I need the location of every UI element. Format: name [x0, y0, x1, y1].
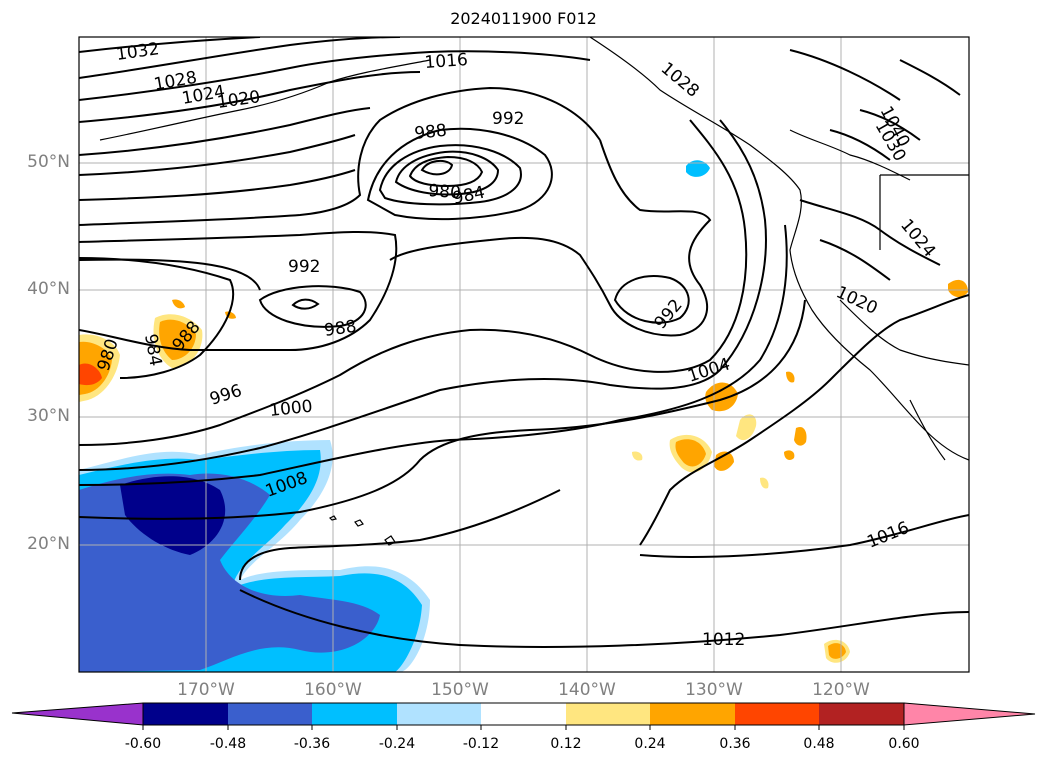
- colorbar-bin: [397, 703, 481, 725]
- isobar-label: 992: [288, 257, 320, 277]
- colorbar-bin: [650, 703, 735, 725]
- lat-label-30n: 30°N: [27, 406, 70, 426]
- isobar-label: 1016: [424, 50, 469, 73]
- colorbar-bin: [481, 703, 566, 725]
- lon-label-150w: 150°W: [431, 680, 489, 700]
- colorbar-tick-label: -0.36: [293, 736, 331, 752]
- colorbar-bin: [566, 703, 650, 725]
- map-title: 2024011900 F012: [450, 9, 597, 28]
- lon-label-130w: 130°W: [685, 680, 743, 700]
- colorbar: [11, 702, 1036, 730]
- colorbar-bin: [312, 703, 397, 725]
- lat-label-50n: 50°N: [27, 152, 70, 172]
- isobar-label: 1028: [657, 59, 703, 102]
- graticule: [79, 37, 969, 672]
- isobar-label: 1016: [864, 518, 912, 553]
- colorbar-bin: [143, 703, 228, 725]
- colorbar-tick-label: -0.24: [378, 736, 416, 752]
- colorbar-tick-label: 0.24: [634, 736, 666, 752]
- isobar-label: 984: [140, 332, 165, 367]
- isobar-label: 1004: [685, 354, 732, 386]
- map-plot-area: 1032 1028 1024 1020 1016 988 992 980 984…: [79, 37, 969, 672]
- isobars: [79, 37, 969, 648]
- colorbar-bin: [819, 703, 904, 725]
- isobar-label: 1000: [268, 397, 313, 421]
- colorbar-tick-label: -0.12: [462, 736, 500, 752]
- colorbar-tick-label: 0.60: [888, 736, 920, 752]
- colorbar-over-extension: [903, 702, 1036, 726]
- coastlines: [99, 37, 969, 546]
- colorbar-under-extension: [11, 702, 144, 726]
- isobar-label: 992: [651, 295, 687, 333]
- isobar-label: 1020: [833, 282, 881, 318]
- colorbar-tick-label: -0.48: [209, 736, 247, 752]
- colorbar-tick-label: 0.48: [803, 736, 835, 752]
- isobar-label: 992: [492, 109, 524, 129]
- colorbar-bin: [228, 703, 312, 725]
- lon-label-120w: 120°W: [812, 680, 870, 700]
- map-frame: [78, 36, 970, 673]
- lon-label-170w: 170°W: [177, 680, 235, 700]
- isobar-label: 1032: [115, 39, 161, 65]
- colorbar-tick-label: 0.36: [719, 736, 751, 752]
- lat-label-20n: 20°N: [27, 534, 70, 554]
- lon-label-140w: 140°W: [558, 680, 616, 700]
- isobar-label: 1012: [702, 630, 745, 650]
- colorbar-tick-label: 0.12: [550, 736, 582, 752]
- isobar-label: 988: [413, 121, 447, 144]
- colorbar-bin: [735, 703, 819, 725]
- isobar-label: 980: [428, 181, 462, 203]
- lon-label-160w: 160°W: [304, 680, 362, 700]
- colorbar-tick-label: -0.60: [124, 736, 162, 752]
- lat-label-40n: 40°N: [27, 279, 70, 299]
- isobar-label: 996: [207, 381, 244, 410]
- isobar-label: 988: [323, 317, 358, 341]
